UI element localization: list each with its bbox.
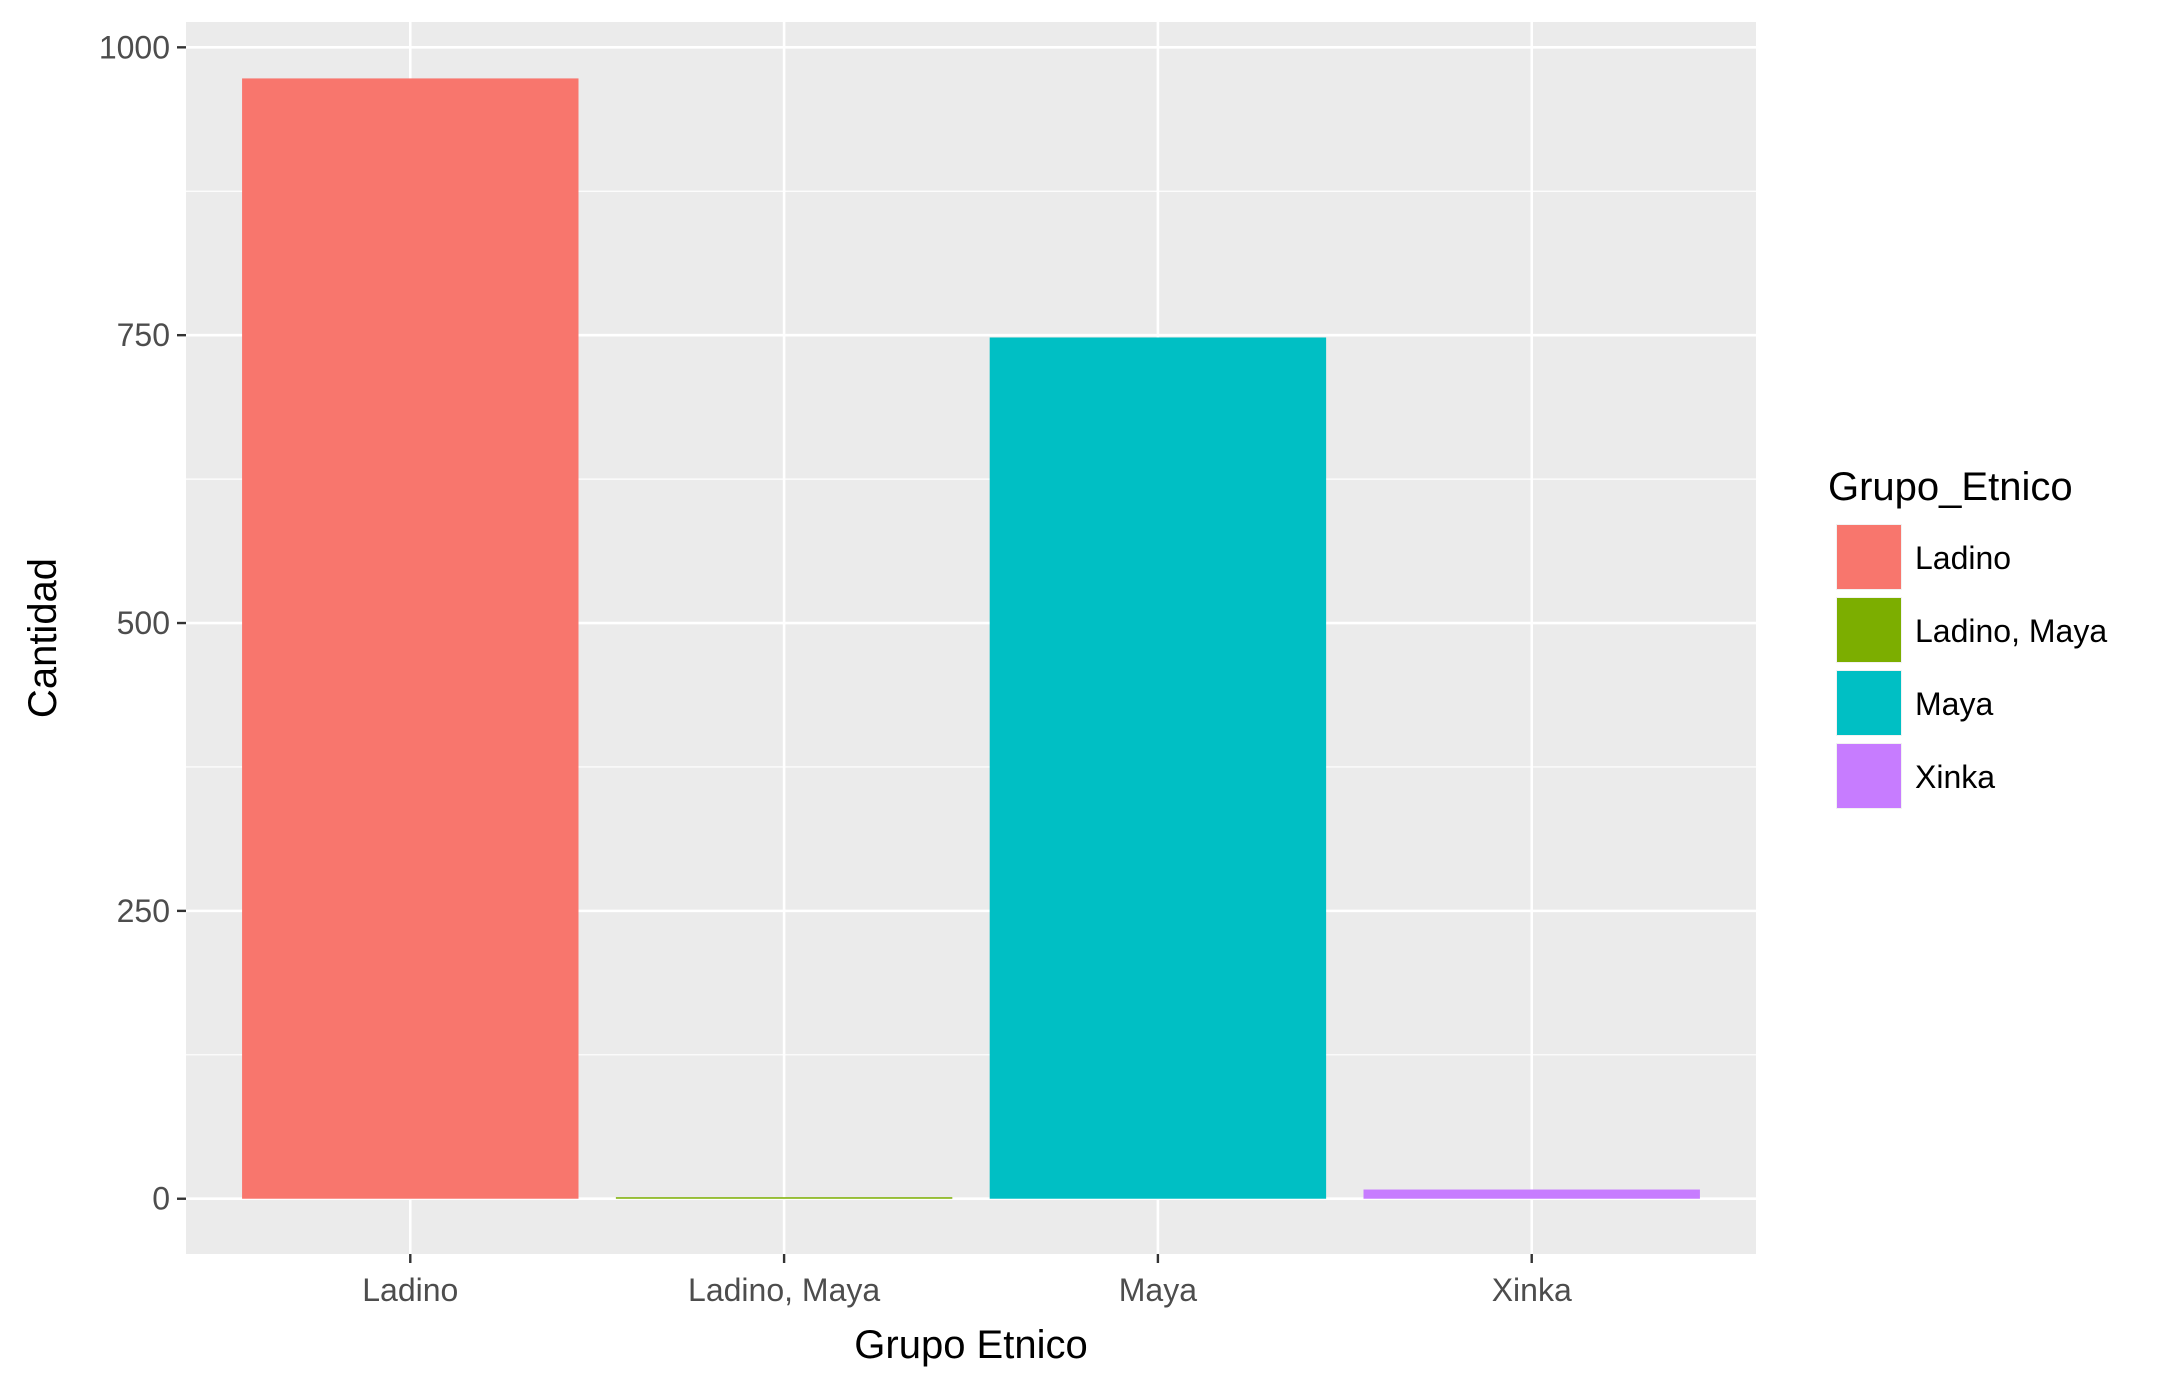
legend-label: Ladino (1915, 540, 2011, 576)
y-axis-title: Cantidad (21, 558, 65, 718)
y-axis-ticks: 0 250 500 750 1000 (99, 29, 186, 1217)
bar-xinka (1363, 1189, 1700, 1199)
bar-ladino-maya (615, 1197, 953, 1199)
legend-swatch (1837, 525, 1901, 589)
legend-label: Xinka (1915, 759, 1995, 795)
legend-title: Grupo_Etnico (1828, 465, 2073, 509)
legend-swatch (1837, 744, 1901, 808)
bars (242, 78, 1700, 1199)
bar-ladino (242, 78, 579, 1199)
legend: Grupo_Etnico Ladino Ladino, Maya Maya Xinka (1828, 465, 2107, 809)
y-tick-label: 250 (117, 893, 170, 929)
x-tick-label: Ladino, Maya (688, 1272, 880, 1308)
legend-label: Maya (1915, 686, 1993, 722)
y-tick-label: 750 (117, 317, 170, 353)
x-axis-title: Grupo Etnico (854, 1323, 1087, 1367)
y-tick-label: 500 (117, 605, 170, 641)
x-tick-label: Xinka (1492, 1272, 1572, 1308)
x-axis-ticks: Ladino Ladino, Maya Maya Xinka (362, 1254, 1572, 1308)
x-tick-label: Ladino (362, 1272, 458, 1308)
y-tick-label: 0 (152, 1181, 170, 1217)
y-tick-label: 1000 (99, 29, 170, 65)
legend-swatch (1837, 598, 1901, 662)
legend-swatch (1837, 671, 1901, 735)
bar-maya (989, 337, 1327, 1199)
x-tick-label: Maya (1119, 1272, 1197, 1308)
legend-label: Ladino, Maya (1915, 613, 2107, 649)
